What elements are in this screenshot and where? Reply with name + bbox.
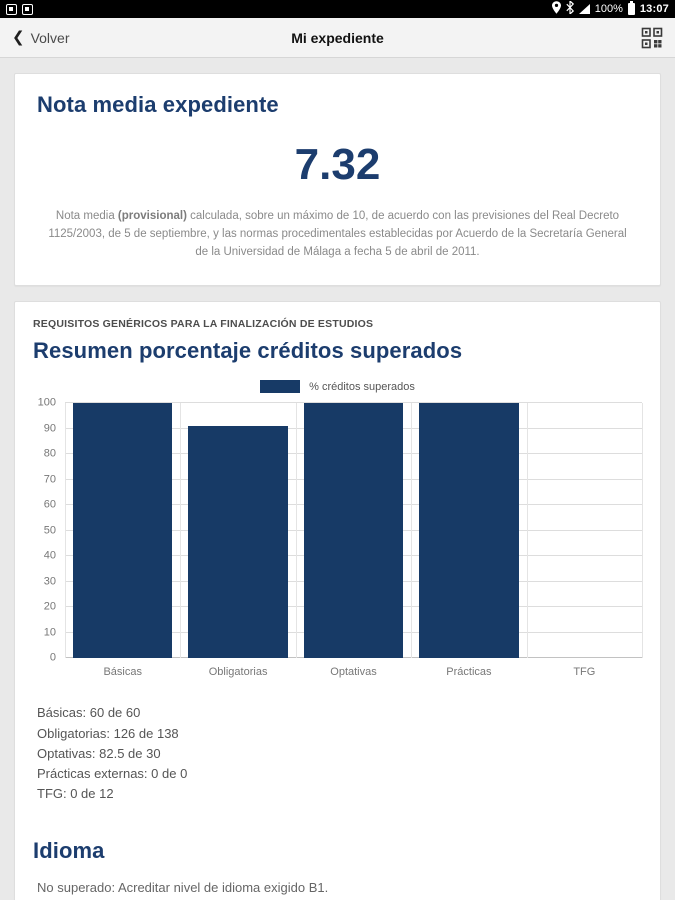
note-suffix: calculada, sobre un máximo de 10, de acu… xyxy=(48,210,627,258)
y-tick-label: 30 xyxy=(43,575,56,588)
chart-plot xyxy=(65,402,643,659)
average-grade-note: Nota media (provisional) calculada, sobr… xyxy=(37,208,638,261)
y-tick-label: 100 xyxy=(37,396,56,409)
battery-percent: 100% xyxy=(594,3,623,15)
vertical-gridline xyxy=(526,403,528,659)
x-tick-label: Prácticas xyxy=(446,666,492,679)
x-tick-label: TFG xyxy=(573,666,596,679)
bluetooth-icon xyxy=(566,0,574,17)
x-tick-label: Obligatorias xyxy=(208,666,268,679)
stat-practicas: Prácticas externas: 0 de 0 xyxy=(37,765,188,781)
notification-app-icon xyxy=(6,3,17,15)
chart-x-labels: Básicas Obligatorias Optativas Prácticas TFG xyxy=(65,666,642,678)
x-tick-label: Optativas xyxy=(330,666,377,679)
gridline xyxy=(65,402,642,404)
y-tick-label: 20 xyxy=(43,600,56,613)
y-tick-label: 0 xyxy=(49,651,56,664)
bar[interactable] xyxy=(419,403,519,659)
chart-bars xyxy=(65,403,642,659)
y-tick-label: 50 xyxy=(43,524,56,537)
bar-column xyxy=(296,403,411,659)
vertical-gridline xyxy=(65,403,66,659)
y-tick-label: 40 xyxy=(43,549,56,562)
bar-column xyxy=(65,403,180,659)
idioma-status-text: No superado: Acreditar nivel de idioma e… xyxy=(37,880,329,896)
back-button[interactable]: ❮ Volver xyxy=(12,30,70,46)
average-grade-card: Nota media expediente 7.32 Nota media (p… xyxy=(14,73,661,287)
status-bar-notifications xyxy=(6,3,552,15)
stat-optativas: Optativas: 82.5 de 30 xyxy=(37,745,161,761)
bar[interactable] xyxy=(188,425,288,659)
credits-card: REQUISITOS GENÉRICOS PARA LA FINALIZACIÓ… xyxy=(14,301,661,900)
vertical-gridline xyxy=(411,403,413,659)
page-title: Mi expediente xyxy=(291,29,384,46)
notification-app-icon-2 xyxy=(22,3,33,15)
bar-column xyxy=(527,403,642,658)
bar-chart: 0 10 20 30 40 50 60 70 80 90 100 Básicas Obligatori… xyxy=(33,397,643,678)
status-time: 13:07 xyxy=(639,3,669,15)
chart-y-axis: 0 10 20 30 40 50 60 70 80 90 100 xyxy=(33,397,65,663)
legend-label: % créditos superados xyxy=(309,380,415,393)
x-tick-label: Básicas xyxy=(103,666,142,679)
status-bar: 100% 13:07 xyxy=(0,0,675,18)
y-tick-label: 60 xyxy=(43,498,56,511)
credits-card-title: Resumen porcentaje créditos superados xyxy=(33,338,463,364)
vertical-gridline xyxy=(295,403,297,659)
bar[interactable] xyxy=(73,403,173,659)
stat-obligatorias: Obligatorias: 126 de 138 xyxy=(37,725,179,741)
requirements-overline: REQUISITOS GENÉRICOS PARA LA FINALIZACIÓ… xyxy=(33,318,374,331)
note-prefix: Nota media xyxy=(55,210,118,222)
legend-swatch xyxy=(260,380,301,394)
vertical-gridline xyxy=(180,403,182,659)
status-bar-system-icons: 100% 13:07 xyxy=(551,0,669,17)
vertical-gridline xyxy=(642,403,643,659)
y-tick-label: 10 xyxy=(43,626,56,639)
grid-icon xyxy=(641,27,663,48)
credits-stats-list: Básicas: 60 de 60 Obligatorias: 126 de 1… xyxy=(33,704,642,802)
back-chevron-icon: ❮ xyxy=(12,29,25,46)
y-tick-label: 70 xyxy=(43,473,56,486)
y-tick-label: 80 xyxy=(43,447,56,460)
average-card-title: Nota media expediente xyxy=(37,92,279,117)
signal-icon xyxy=(578,4,590,14)
battery-icon xyxy=(627,1,635,15)
bar[interactable] xyxy=(303,403,404,659)
bar-column xyxy=(411,403,526,659)
stat-tfg: TFG: 0 de 12 xyxy=(37,786,114,802)
grid-menu-button[interactable] xyxy=(641,27,663,49)
average-grade-value: 7.32 xyxy=(294,140,381,189)
location-icon xyxy=(551,1,561,17)
y-tick-label: 90 xyxy=(43,422,56,435)
note-bold: (provisional) xyxy=(117,210,187,222)
idioma-title: Idioma xyxy=(33,838,105,864)
stat-basicas: Básicas: 60 de 60 xyxy=(37,705,141,721)
chart-x-axis: Básicas Obligatorias Optativas Prácticas TFG xyxy=(33,666,642,678)
nav-bar: Mi expediente ❮ Volver xyxy=(0,18,675,58)
chart-legend[interactable]: % créditos superados xyxy=(33,380,642,394)
back-label: Volver xyxy=(30,29,70,46)
bar-column xyxy=(180,403,295,659)
